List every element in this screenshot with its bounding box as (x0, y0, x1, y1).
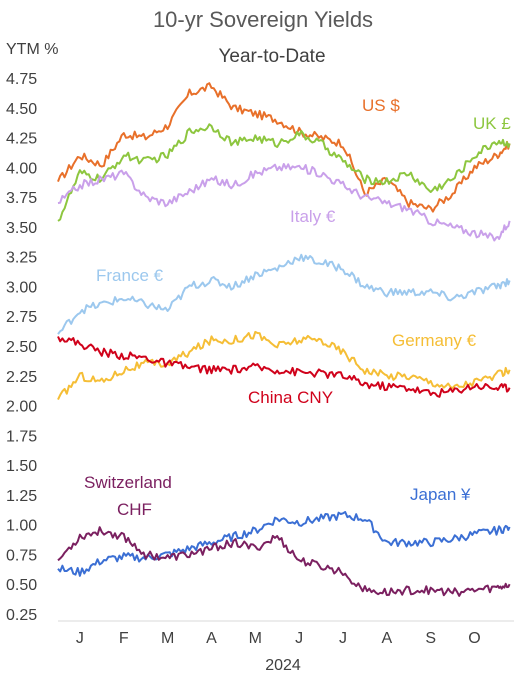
series-line (57, 253, 511, 335)
series-line (57, 511, 511, 577)
series-label: France € (96, 266, 164, 285)
x-axis-year-label: 2024 (265, 657, 301, 674)
y-tick-label: 0.50 (6, 577, 37, 594)
series-label: China CNY (248, 388, 333, 407)
y-tick-label: 1.00 (6, 518, 37, 535)
chart-title: 10-yr Sovereign Yields (153, 7, 373, 32)
y-tick-label: 0.25 (6, 607, 37, 624)
y-tick-label: 2.00 (6, 399, 37, 416)
y-tick-label: 2.25 (6, 369, 37, 386)
y-tick-label: 3.75 (6, 190, 37, 207)
x-tick-label: M (249, 630, 262, 647)
x-tick-label: S (425, 630, 436, 647)
y-tick-label: 3.25 (6, 250, 37, 267)
series-line (57, 330, 511, 401)
y-axis-label: YTM % (6, 41, 58, 58)
series-label: Germany € (392, 331, 477, 350)
x-tick-label: A (206, 630, 217, 647)
y-tick-label: 3.50 (6, 220, 37, 237)
y-axis-ticks: 4.75 4.50 4.25 4.00 3.75 3.50 3.25 3.00 2.75 2.50… (6, 71, 37, 624)
x-tick-label: A (382, 630, 393, 647)
series-line (57, 336, 511, 398)
series-line (57, 526, 511, 597)
y-tick-label: 4.75 (6, 71, 37, 88)
y-tick-label: 2.50 (6, 339, 37, 356)
series-labels: US $ UK £ Italy € France € Germany € China CN… (84, 96, 511, 519)
x-tick-label: O (468, 630, 480, 647)
series-line (57, 123, 511, 222)
series-label: US $ (362, 96, 400, 115)
series-label: Japan ¥ (410, 485, 471, 504)
series-line (57, 163, 511, 242)
y-tick-label: 1.50 (6, 458, 37, 475)
x-tick-label: M (161, 630, 174, 647)
y-tick-label: 1.25 (6, 488, 37, 505)
y-tick-label: 4.25 (6, 131, 37, 148)
x-tick-label: J (76, 630, 84, 647)
y-tick-label: 1.75 (6, 428, 37, 445)
y-tick-label: 3.00 (6, 279, 37, 296)
series-label: Switzerland (84, 473, 172, 492)
series-label: UK £ (473, 114, 511, 133)
x-tick-label: J (295, 630, 303, 647)
series-line (57, 82, 511, 213)
y-tick-label: 2.75 (6, 309, 37, 326)
series-label: Italy € (290, 207, 336, 226)
chart-subtitle: Year-to-Date (218, 46, 325, 67)
x-tick-label: F (119, 630, 129, 647)
y-tick-label: 4.50 (6, 101, 37, 118)
series-lines (57, 82, 511, 597)
series-label: CHF (117, 500, 152, 519)
x-tick-label: J (339, 630, 347, 647)
y-tick-label: 4.00 (6, 160, 37, 177)
y-tick-label: 0.75 (6, 547, 37, 564)
